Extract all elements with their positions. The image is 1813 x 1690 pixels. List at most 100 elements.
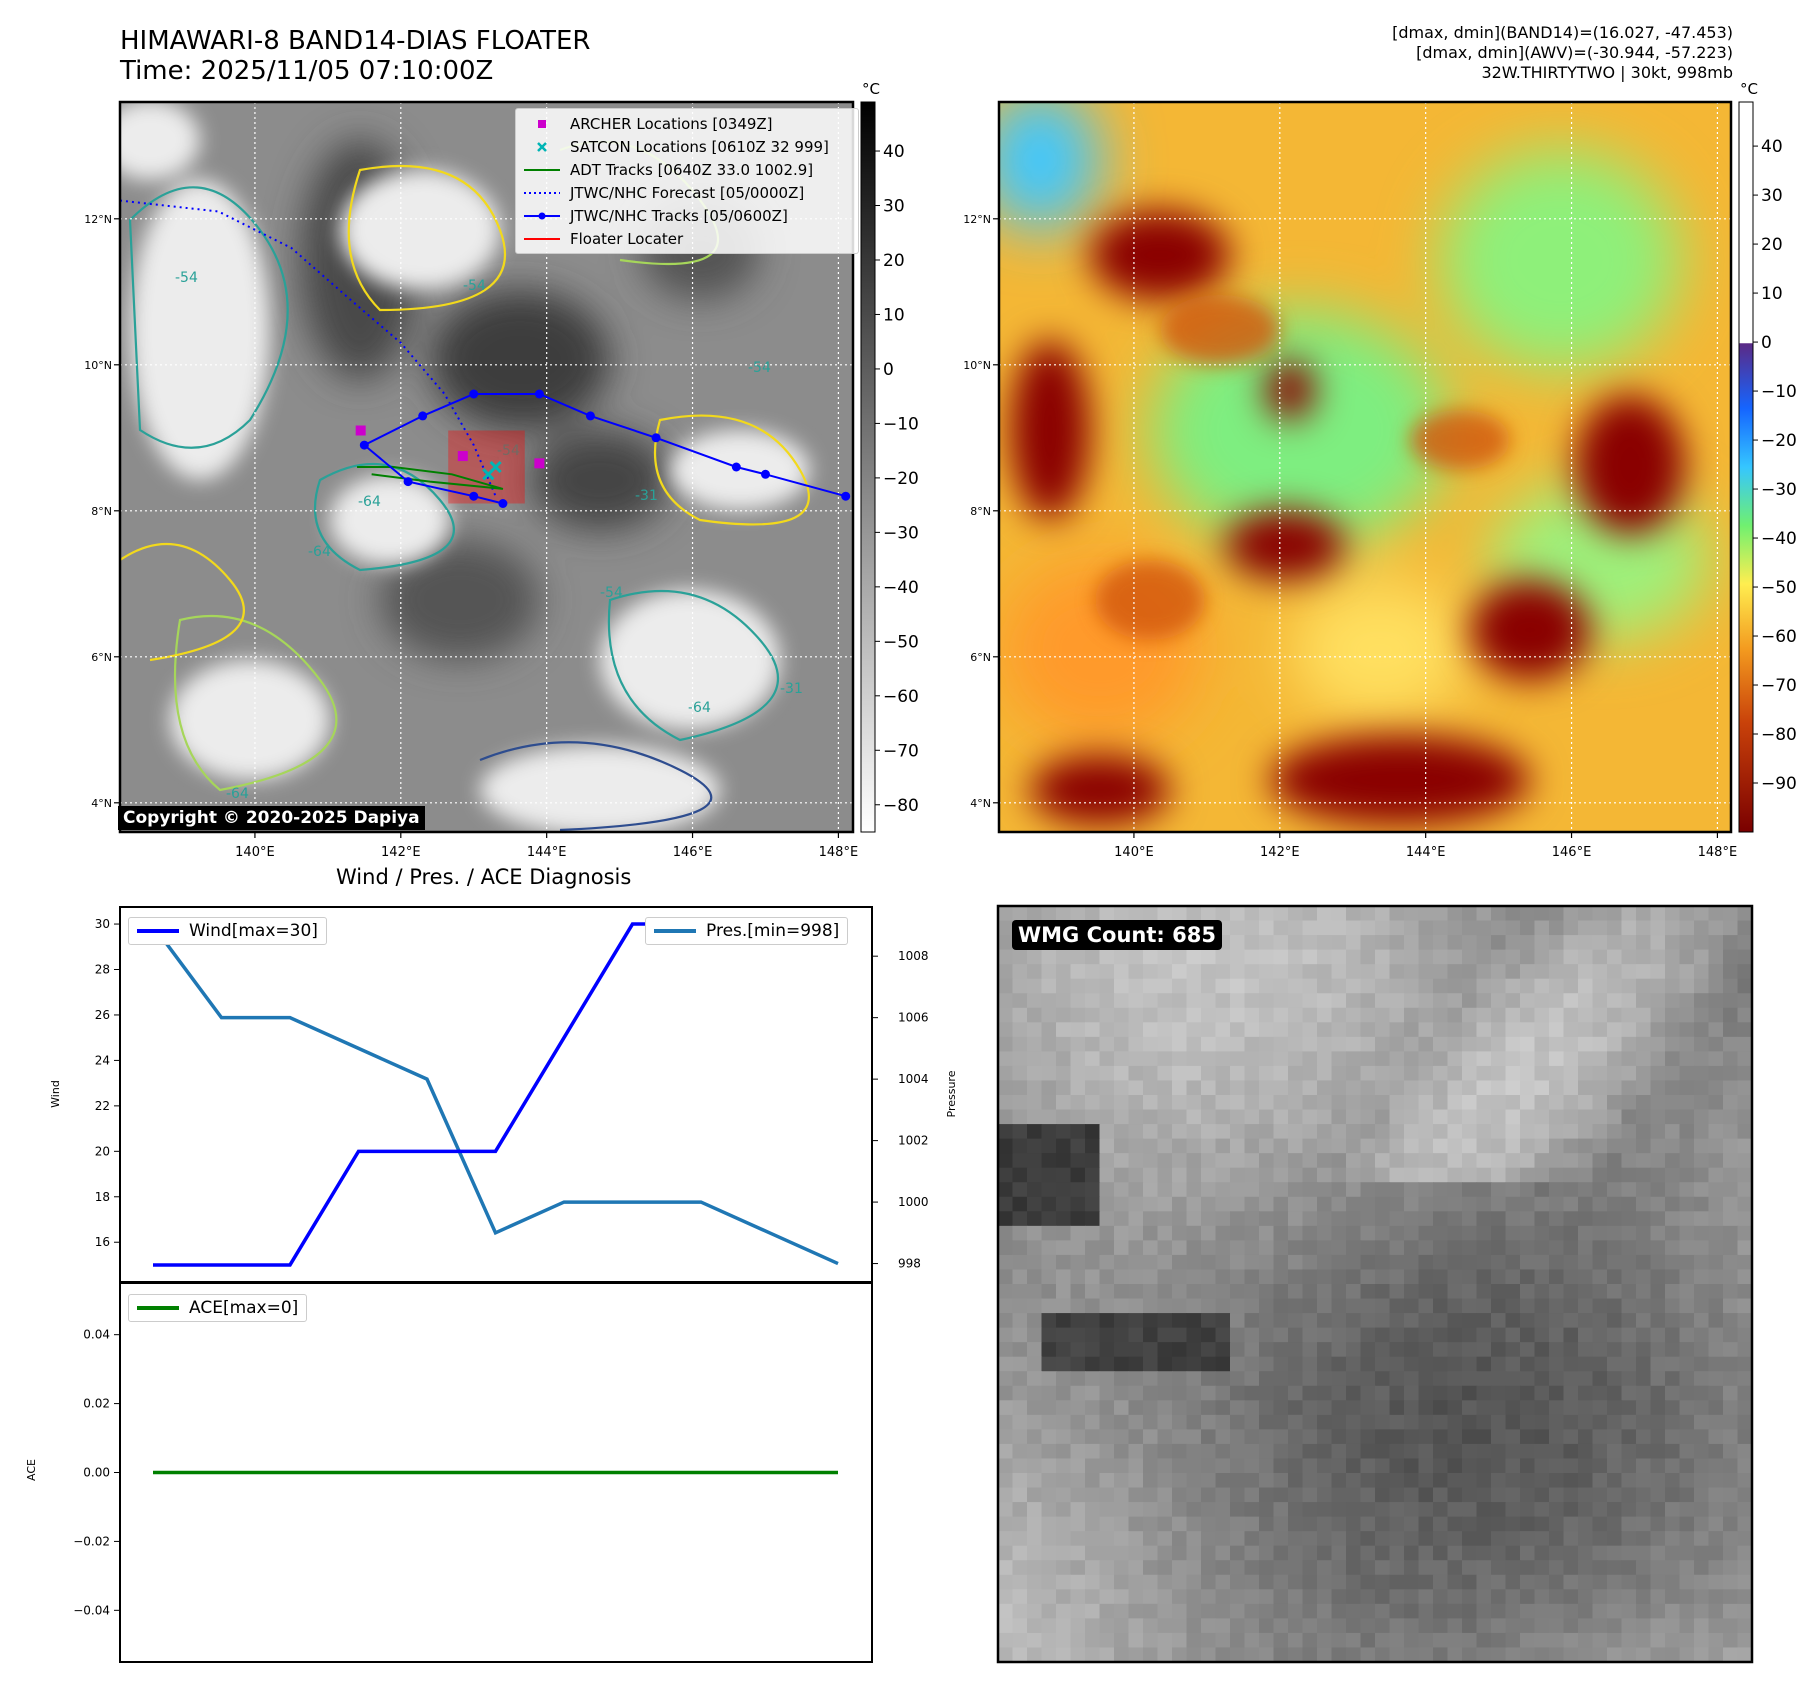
wmg-cell (1462, 1124, 1478, 1140)
wmg-cell (1389, 1313, 1405, 1329)
wmg-cell (1433, 1109, 1449, 1125)
wmg-cell (1317, 1007, 1333, 1023)
wmg-cell (1056, 1313, 1072, 1329)
wmg-cell (1331, 1109, 1347, 1125)
legend-item-jtwc-tracks: JTWC/NHC Tracks [05/0600Z] (522, 204, 852, 227)
wmg-cell (1056, 993, 1072, 1009)
wmg-cell (1186, 993, 1202, 1009)
wmg-cell (1157, 1007, 1173, 1023)
wmg-cell (1563, 1400, 1579, 1416)
wmg-cell (1070, 1429, 1086, 1445)
wmg-cell (1375, 1647, 1391, 1662)
wmg-cell (1317, 920, 1333, 936)
wmg-cell (1099, 1589, 1115, 1605)
wmg-cell (998, 964, 1014, 980)
wmg-cell (1317, 993, 1333, 1009)
wmg-cell (1636, 1487, 1652, 1503)
wmg-cell (1302, 920, 1318, 936)
wmg-cell (1636, 1342, 1652, 1358)
wmg-cell (1563, 935, 1579, 951)
wmg-cell (1592, 1589, 1608, 1605)
wmg-cell (1404, 906, 1420, 922)
wmg-cell (1607, 1400, 1623, 1416)
wmg-cell (1433, 1458, 1449, 1474)
wmg-cell (1505, 1531, 1521, 1547)
wmg-cell (1679, 1516, 1695, 1532)
lat-tick-label: 4°N (970, 797, 991, 810)
wmg-cell (1650, 1574, 1666, 1590)
lat-tick-label: 12°N (963, 213, 991, 226)
wmg-cell (1665, 1298, 1681, 1314)
wmg-cell (1534, 964, 1550, 980)
wmg-cell (1476, 993, 1492, 1009)
wmg-cell (1723, 1414, 1739, 1430)
wmg-cell (1607, 1124, 1623, 1140)
wmg-cell (1230, 1647, 1246, 1662)
wmg-cell (1186, 1007, 1202, 1023)
wmg-cell (1534, 1036, 1550, 1052)
wmg-cell (1273, 1458, 1289, 1474)
wmg-cell (1172, 1167, 1188, 1183)
wmg-cell (998, 1313, 1014, 1329)
wmg-cell (1737, 1240, 1752, 1256)
wmg-cell (1056, 1400, 1072, 1416)
wmg-cell (1070, 1589, 1086, 1605)
wmg-cell (1143, 1443, 1159, 1460)
wmg-cell (1737, 1313, 1752, 1329)
wmg-cell (1505, 1211, 1521, 1227)
wmg-cell (1114, 1124, 1130, 1140)
wmg-cell (1302, 949, 1318, 965)
wmg-cell (1418, 1022, 1434, 1038)
wmg-cell (1259, 1327, 1275, 1343)
wmg-cell (1650, 1182, 1666, 1198)
wmg-cell (1723, 920, 1739, 936)
wmg-cell (1404, 1167, 1420, 1183)
wmg-cell (1505, 1632, 1521, 1649)
wmg-cell (1433, 1065, 1449, 1082)
wmg-cell (1549, 1124, 1565, 1140)
wmg-cell (1404, 1313, 1420, 1329)
wmg-cell (1491, 1007, 1507, 1023)
wmg-cell (1389, 1051, 1405, 1067)
wmg-cell (1056, 1196, 1072, 1212)
wmg-cell (1476, 906, 1492, 922)
wmg-cell (1476, 1458, 1492, 1474)
wmg-cell (1389, 1298, 1405, 1314)
wmg-cell (1360, 1342, 1376, 1358)
wmg-cell (1578, 1284, 1594, 1300)
wmg-cell (1157, 978, 1173, 994)
wmg-cell (1694, 1603, 1710, 1619)
wmg-cell (1607, 993, 1623, 1009)
wmg-cell (1230, 964, 1246, 980)
wmg-cell (1317, 1443, 1333, 1460)
wmg-cell (1302, 1632, 1318, 1649)
lat-tick-label: 6°N (970, 651, 991, 664)
wmg-cell (1331, 1211, 1347, 1227)
wmg-cell (1128, 1284, 1144, 1300)
wmg-cell (1520, 1458, 1536, 1474)
wmg-cell (1447, 978, 1463, 994)
wmg-cell (1012, 1007, 1028, 1023)
wmg-cell (1317, 1167, 1333, 1183)
wmg-cell (1621, 1298, 1637, 1314)
floater-box (448, 430, 525, 504)
wmg-cell (1041, 1618, 1057, 1634)
wmg-cell (1476, 1632, 1492, 1649)
wmg-cell (1128, 1400, 1144, 1416)
wmg-cell (1346, 1182, 1362, 1198)
wmg-cell (1041, 1502, 1057, 1518)
wmg-cell (1201, 1385, 1217, 1401)
wmg-cell (1346, 949, 1362, 965)
wmg-cell (1012, 978, 1028, 994)
wmg-cell (1737, 1007, 1752, 1023)
wmg-cell (1172, 1196, 1188, 1212)
wmg-cell (1665, 1065, 1681, 1082)
wmg-cell (1737, 1560, 1752, 1576)
wmg-cell (1563, 1153, 1579, 1169)
wmg-cell (1694, 1531, 1710, 1547)
wmg-cell (1650, 1051, 1666, 1067)
wmg-cell (1636, 1022, 1652, 1038)
wmg-cell (1592, 1109, 1608, 1125)
wmg-cell (1520, 1618, 1536, 1634)
wmg-cell (1375, 1632, 1391, 1649)
